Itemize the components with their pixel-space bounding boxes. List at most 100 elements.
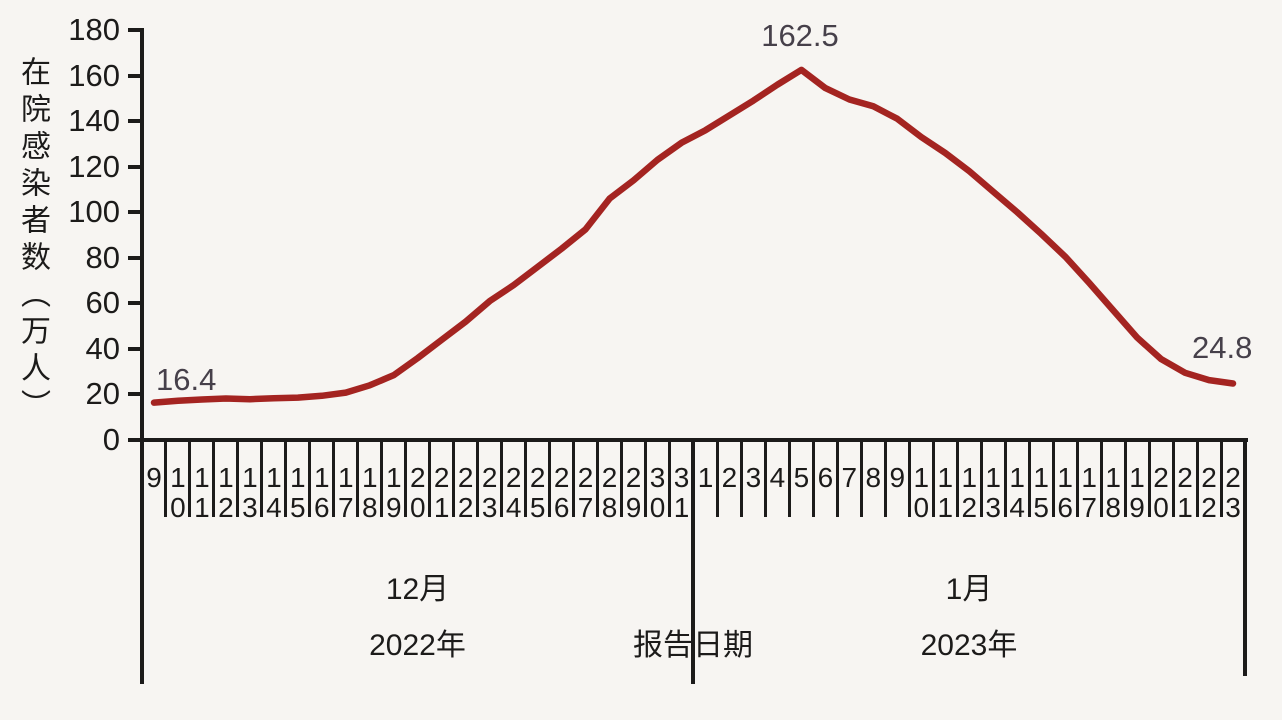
x-tick-mark bbox=[500, 440, 504, 517]
x-day-digit: 2 bbox=[625, 462, 642, 493]
x-tick-mark bbox=[380, 440, 384, 517]
x-day-digit: 1 bbox=[385, 462, 402, 493]
x-day-digit: 4 bbox=[769, 462, 786, 493]
x-day-digit: 9 bbox=[1129, 492, 1145, 523]
x-day-digit: 5 bbox=[793, 462, 810, 493]
x-tick-mark bbox=[883, 440, 887, 517]
y-tick-mark bbox=[128, 392, 142, 397]
x-tick-mark bbox=[1027, 440, 1031, 517]
x-day-digit: 2 bbox=[721, 462, 738, 493]
x-day-label: 7 bbox=[837, 463, 861, 493]
x-tick-mark bbox=[332, 440, 336, 517]
x-tick-mark bbox=[236, 440, 240, 517]
y-tick-mark bbox=[128, 346, 142, 351]
x-day-digit: 7 bbox=[338, 492, 354, 523]
x-tick-mark bbox=[164, 440, 168, 517]
y-tick-label: 120 bbox=[68, 148, 120, 184]
x-day-digit: 7 bbox=[841, 462, 858, 493]
month-divider-line bbox=[691, 440, 695, 684]
y-axis-line bbox=[140, 28, 144, 684]
x-tick-mark bbox=[955, 440, 959, 517]
x-day-digit: 2 bbox=[1225, 462, 1241, 493]
x-day-digit: 3 bbox=[1225, 492, 1241, 523]
x-day-digit: 2 bbox=[457, 462, 474, 493]
x-tick-mark bbox=[763, 440, 767, 517]
year-label-2022: 2022年 bbox=[369, 629, 466, 662]
x-day-digit: 2 bbox=[409, 462, 426, 493]
x-day-label: 1 bbox=[694, 463, 718, 493]
x-day-digit: 3 bbox=[985, 492, 1001, 523]
x-day-digit: 5 bbox=[529, 492, 546, 523]
x-day-digit: 8 bbox=[601, 492, 618, 523]
x-day-label: 6 bbox=[813, 463, 837, 493]
x-day-digit: 6 bbox=[314, 492, 330, 523]
x-day-digit: 2 bbox=[1201, 492, 1217, 523]
x-day-digit: 1 bbox=[314, 462, 330, 493]
x-tick-mark bbox=[308, 440, 312, 517]
y-tick-label: 20 bbox=[85, 376, 120, 412]
x-tick-mark bbox=[428, 440, 432, 517]
y-tick-mark bbox=[128, 438, 142, 442]
x-tick-mark bbox=[787, 440, 791, 517]
x-day-digit: 0 bbox=[409, 492, 426, 523]
x-day-digit: 1 bbox=[673, 492, 690, 523]
x-day-digit: 8 bbox=[361, 492, 378, 523]
x-tick-mark bbox=[644, 440, 648, 517]
x-tick-mark bbox=[931, 440, 935, 517]
chart-end-line bbox=[1243, 440, 1247, 676]
x-day-digit: 9 bbox=[146, 462, 162, 493]
x-day-digit: 5 bbox=[1033, 492, 1049, 523]
x-tick-mark bbox=[1171, 440, 1175, 517]
x-tick-mark bbox=[1099, 440, 1103, 517]
x-day-digit: 2 bbox=[457, 492, 474, 523]
x-day-label: 5 bbox=[789, 463, 813, 493]
x-day-digit: 1 bbox=[170, 462, 186, 493]
y-tick-mark bbox=[128, 255, 142, 260]
x-day-digit: 3 bbox=[649, 462, 666, 493]
x-day-digit: 2 bbox=[1177, 462, 1193, 493]
x-day-digit: 8 bbox=[1105, 492, 1121, 523]
x-day-digit: 9 bbox=[385, 492, 402, 523]
x-day-digit: 1 bbox=[1177, 492, 1193, 523]
x-day-digit: 1 bbox=[1081, 462, 1097, 493]
y-tick-label: 80 bbox=[85, 239, 120, 275]
x-day-digit: 2 bbox=[577, 462, 594, 493]
x-day-digit: 1 bbox=[985, 462, 1001, 493]
x-day-digit: 3 bbox=[481, 492, 498, 523]
y-tick-mark bbox=[128, 28, 142, 32]
x-day-digit: 1 bbox=[937, 492, 954, 523]
x-day-digit: 2 bbox=[505, 462, 522, 493]
y-tick-label: 40 bbox=[85, 330, 120, 366]
x-tick-mark bbox=[1003, 440, 1007, 517]
y-tick-label: 60 bbox=[85, 285, 120, 321]
x-day-label: 9 bbox=[885, 463, 909, 493]
month-label-december: 12月 bbox=[385, 573, 450, 606]
x-day-digit: 1 bbox=[433, 492, 450, 523]
x-day-digit: 6 bbox=[553, 492, 570, 523]
x-day-digit: 1 bbox=[194, 492, 210, 523]
x-day-digit: 3 bbox=[242, 492, 258, 523]
y-tick-mark bbox=[128, 210, 142, 215]
x-day-digit: 2 bbox=[1153, 462, 1169, 493]
x-day-label: 2 bbox=[717, 463, 741, 493]
